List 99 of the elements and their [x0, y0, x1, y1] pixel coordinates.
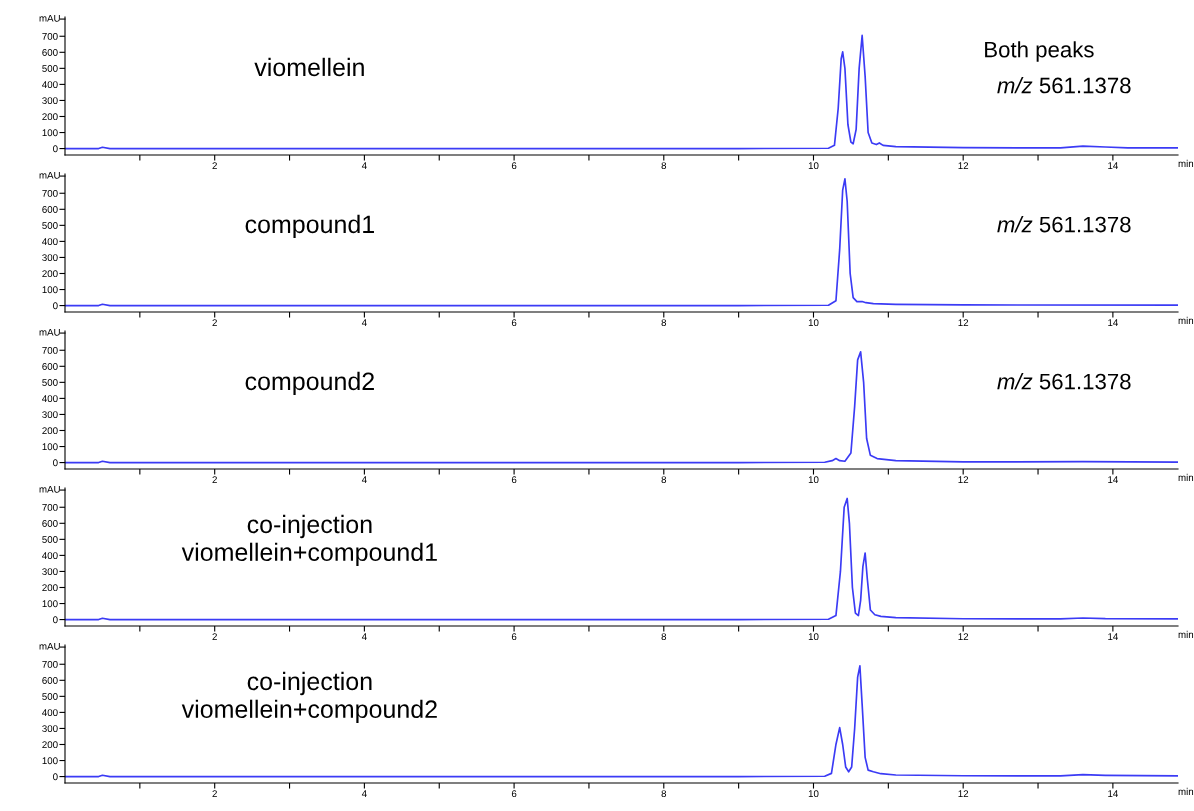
- y-tick-label: 200: [42, 270, 58, 278]
- y-tick-label: 100: [42, 129, 58, 137]
- y-tick-label: 700: [42, 503, 58, 511]
- line-series: [65, 351, 1178, 464]
- x-tick-label: 8: [661, 790, 667, 798]
- y-tick-label: 0: [53, 145, 58, 153]
- x-tick-label: 6: [511, 790, 517, 798]
- y-tick-label: 100: [42, 286, 58, 294]
- y-axis-title: mAU: [39, 328, 60, 336]
- x-axis-title: min: [1178, 787, 1194, 795]
- x-tick-label: 10: [808, 319, 819, 327]
- x-tick-label: 2: [212, 790, 217, 797]
- line-series: [65, 177, 1178, 307]
- x-tick-label: 10: [808, 162, 819, 170]
- y-tick-label: 600: [42, 49, 58, 56]
- x-tick-label: 12: [958, 790, 969, 797]
- x-tick-label: 6: [511, 319, 517, 327]
- text: viomellein: [254, 57, 364, 77]
- y-tick-label: 0: [53, 459, 58, 467]
- y-tick-label: 600: [42, 520, 58, 527]
- x-tick-label: 14: [1108, 162, 1118, 169]
- y-tick-label: 600: [42, 363, 58, 370]
- y-tick-label: 200: [42, 584, 58, 592]
- x-tick-label: 2: [212, 476, 217, 483]
- x-axis-title: min: [1178, 473, 1194, 481]
- y-tick-label: 300: [42, 411, 58, 419]
- y-tick-label: 500: [42, 379, 58, 386]
- annotation: m/z 561.1378: [997, 216, 1131, 233]
- x-tick-label: 8: [661, 162, 667, 170]
- y-axis-title: mAU: [39, 171, 60, 179]
- x-tick-label: 4: [361, 319, 367, 326]
- y-tick-label: 400: [42, 395, 58, 403]
- x-tick-label: 8: [661, 319, 667, 327]
- x-tick-label: 2: [212, 319, 217, 326]
- y-tick-label: 700: [42, 32, 58, 40]
- y-tick-label: 300: [42, 725, 58, 733]
- y-tick-label: 400: [42, 81, 58, 89]
- y-tick-label: 400: [42, 238, 58, 246]
- y-tick-label: 700: [42, 346, 58, 354]
- y-tick-label: 200: [42, 113, 58, 121]
- y-tick-label: 700: [42, 189, 58, 197]
- x-tick-label: 4: [361, 476, 367, 483]
- y-tick-label: 500: [42, 693, 58, 700]
- y-tick-label: 0: [53, 302, 58, 310]
- x-tick-label: 6: [511, 162, 517, 170]
- text: co-injection viomellein+compound2: [181, 671, 437, 724]
- x-tick-label: 6: [511, 476, 517, 484]
- y-axis-title: mAU: [39, 642, 60, 650]
- x-tick-label: 4: [361, 790, 367, 797]
- x-tick-label: 4: [361, 633, 367, 640]
- x-tick-label: 2: [212, 633, 217, 640]
- y-tick-label: 100: [42, 600, 58, 608]
- x-tick-label: 4: [361, 162, 367, 169]
- x-tick-label: 14: [1108, 476, 1118, 483]
- y-tick-label: 100: [42, 757, 58, 765]
- x-tick-label: 14: [1108, 790, 1118, 797]
- y-tick-label: 500: [42, 536, 58, 543]
- x-axis-title: min: [1178, 316, 1194, 324]
- y-tick-label: 200: [42, 427, 58, 435]
- text: compound1: [245, 214, 374, 239]
- y-tick-label: 400: [42, 709, 58, 717]
- y-tick-label: 0: [53, 616, 58, 624]
- x-axis-title: min: [1178, 159, 1194, 167]
- x-tick-label: 8: [661, 633, 667, 641]
- y-tick-label: 200: [42, 741, 58, 749]
- y-axis-title: mAU: [39, 485, 60, 493]
- x-tick-label: 14: [1108, 633, 1118, 640]
- x-tick-label: 10: [808, 790, 819, 798]
- x-tick-label: 12: [958, 162, 969, 169]
- y-axis-title: mAU: [39, 14, 60, 22]
- annotation: Both peaks: [985, 41, 1094, 62]
- x-tick-label: 6: [511, 633, 517, 641]
- y-tick-label: 700: [42, 660, 58, 668]
- y-tick-label: 300: [42, 97, 58, 105]
- x-tick-label: 8: [661, 476, 667, 484]
- y-tick-label: 500: [42, 222, 58, 229]
- x-tick-label: 12: [958, 476, 969, 483]
- y-tick-label: 0: [53, 773, 58, 781]
- y-tick-label: 100: [42, 443, 58, 451]
- y-tick-label: 600: [42, 677, 58, 684]
- y-tick-label: 500: [42, 65, 58, 72]
- x-tick-label: 2: [212, 162, 217, 169]
- annotation: m/z 561.1378: [997, 77, 1131, 94]
- x-tick-label: 12: [958, 319, 969, 326]
- y-tick-label: 300: [42, 254, 58, 262]
- x-tick-label: 10: [808, 476, 819, 484]
- text: compound2: [245, 371, 374, 396]
- x-axis-title: min: [1178, 630, 1194, 638]
- y-tick-label: 600: [42, 206, 58, 213]
- annotation: m/z 561.1378: [997, 373, 1131, 390]
- x-tick-label: 10: [808, 633, 819, 641]
- line-series: [65, 34, 1178, 150]
- x-tick-label: 14: [1108, 319, 1118, 326]
- text: co-injection viomellein+compound1: [181, 514, 437, 567]
- x-tick-label: 12: [958, 633, 969, 640]
- line-series: [65, 497, 1178, 621]
- y-tick-label: 400: [42, 552, 58, 560]
- y-tick-label: 300: [42, 568, 58, 576]
- line-series: [65, 665, 1178, 778]
